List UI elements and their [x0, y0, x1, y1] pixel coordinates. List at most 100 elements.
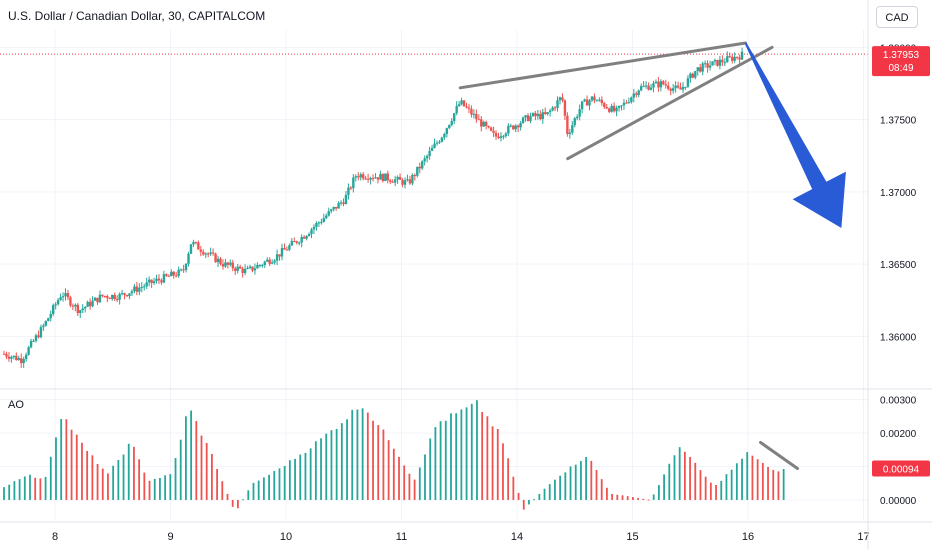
ao-bar — [325, 433, 328, 500]
candle-body — [401, 179, 404, 185]
ao-bar — [408, 473, 411, 500]
candle-body — [44, 321, 48, 326]
ao-bar — [657, 485, 660, 500]
currency-button[interactable]: CAD — [876, 6, 918, 28]
candle-body — [162, 274, 166, 283]
ao-bar — [288, 460, 291, 500]
candle-body — [615, 108, 618, 112]
candle-body — [39, 327, 43, 338]
candle-body — [598, 99, 601, 101]
candle-body — [24, 354, 28, 360]
ao-bar — [533, 499, 536, 501]
candle-body — [197, 242, 200, 250]
ao-divergence-line — [759, 440, 799, 471]
candle-body — [662, 81, 665, 85]
ao-bar — [39, 478, 42, 500]
ao-bar — [429, 438, 432, 500]
candle-body — [689, 73, 692, 79]
candle-body — [219, 258, 222, 264]
candle-body — [684, 86, 687, 88]
ao-bar — [60, 419, 63, 500]
candle-body — [115, 299, 119, 301]
ao-bar — [403, 465, 406, 500]
ao-tick-label: 0.00300 — [880, 396, 917, 407]
candle-body — [443, 134, 446, 138]
candle-layer — [2, 47, 744, 368]
candle-body — [467, 107, 471, 109]
ao-bar — [34, 477, 37, 500]
candle-body — [701, 63, 704, 72]
candle-body — [221, 263, 225, 267]
candle-body — [140, 286, 143, 288]
ao-bar — [366, 412, 369, 500]
ao-bar — [392, 448, 395, 500]
ao-bar — [294, 458, 296, 500]
candle-body — [305, 236, 308, 239]
candle-body — [155, 278, 158, 282]
candle-body — [317, 222, 321, 224]
ao-bar — [283, 465, 286, 500]
candle-body — [492, 130, 495, 133]
candle-body — [86, 301, 89, 307]
grid-layer — [0, 30, 868, 520]
ao-bar — [637, 498, 639, 500]
candle-body — [453, 113, 456, 122]
candle-body — [561, 97, 564, 101]
candle-body — [199, 249, 203, 252]
candle-body — [379, 174, 382, 180]
candle-body — [202, 251, 205, 255]
candle-body — [226, 262, 230, 265]
candle-body — [364, 178, 367, 180]
candle-body — [81, 308, 84, 311]
ao-bar — [117, 459, 120, 500]
candle-body — [433, 143, 436, 148]
candle-body — [37, 335, 40, 338]
candle-body — [108, 298, 111, 300]
candle-body — [457, 104, 461, 107]
candle-body — [711, 61, 714, 66]
drawing-layer — [0, 41, 868, 471]
candle-body — [209, 252, 212, 254]
ao-bar — [179, 439, 182, 500]
ao-value: 0.00094 — [883, 465, 920, 476]
ao-bar — [528, 499, 530, 505]
candle-body — [423, 158, 426, 162]
ao-bar — [382, 429, 385, 500]
ao-bar — [507, 458, 510, 500]
candle-body — [735, 56, 739, 58]
candle-body — [285, 249, 289, 251]
candle-body — [610, 105, 613, 112]
candle-body — [192, 242, 195, 245]
candle-body — [497, 136, 500, 139]
candle-body — [393, 179, 397, 183]
ao-bar — [55, 437, 57, 500]
candle-body — [396, 176, 399, 180]
time-tick-label: 9 — [167, 531, 173, 543]
ao-bar — [278, 468, 281, 500]
candle-body — [283, 248, 286, 250]
candle-body — [595, 100, 599, 102]
candle-body — [49, 313, 52, 319]
candle-body — [130, 291, 134, 294]
candle-body — [418, 166, 421, 169]
candle-body — [667, 85, 670, 89]
candle-body — [637, 90, 640, 95]
candle-body — [56, 300, 60, 305]
ao-bar — [138, 459, 141, 500]
candle-body — [541, 112, 544, 120]
ao-bar — [8, 484, 11, 500]
ao-bar — [559, 475, 562, 500]
ao-bar — [418, 467, 421, 500]
candle-body — [334, 206, 338, 209]
ao-bar — [730, 469, 733, 500]
ao-bar — [663, 474, 665, 500]
ao-bar — [127, 443, 130, 500]
candle-body — [177, 269, 180, 276]
candle-body — [160, 280, 163, 283]
ao-bar — [96, 463, 99, 500]
candle-body — [578, 109, 581, 117]
candle-body — [669, 88, 672, 91]
candle-body — [416, 166, 419, 176]
